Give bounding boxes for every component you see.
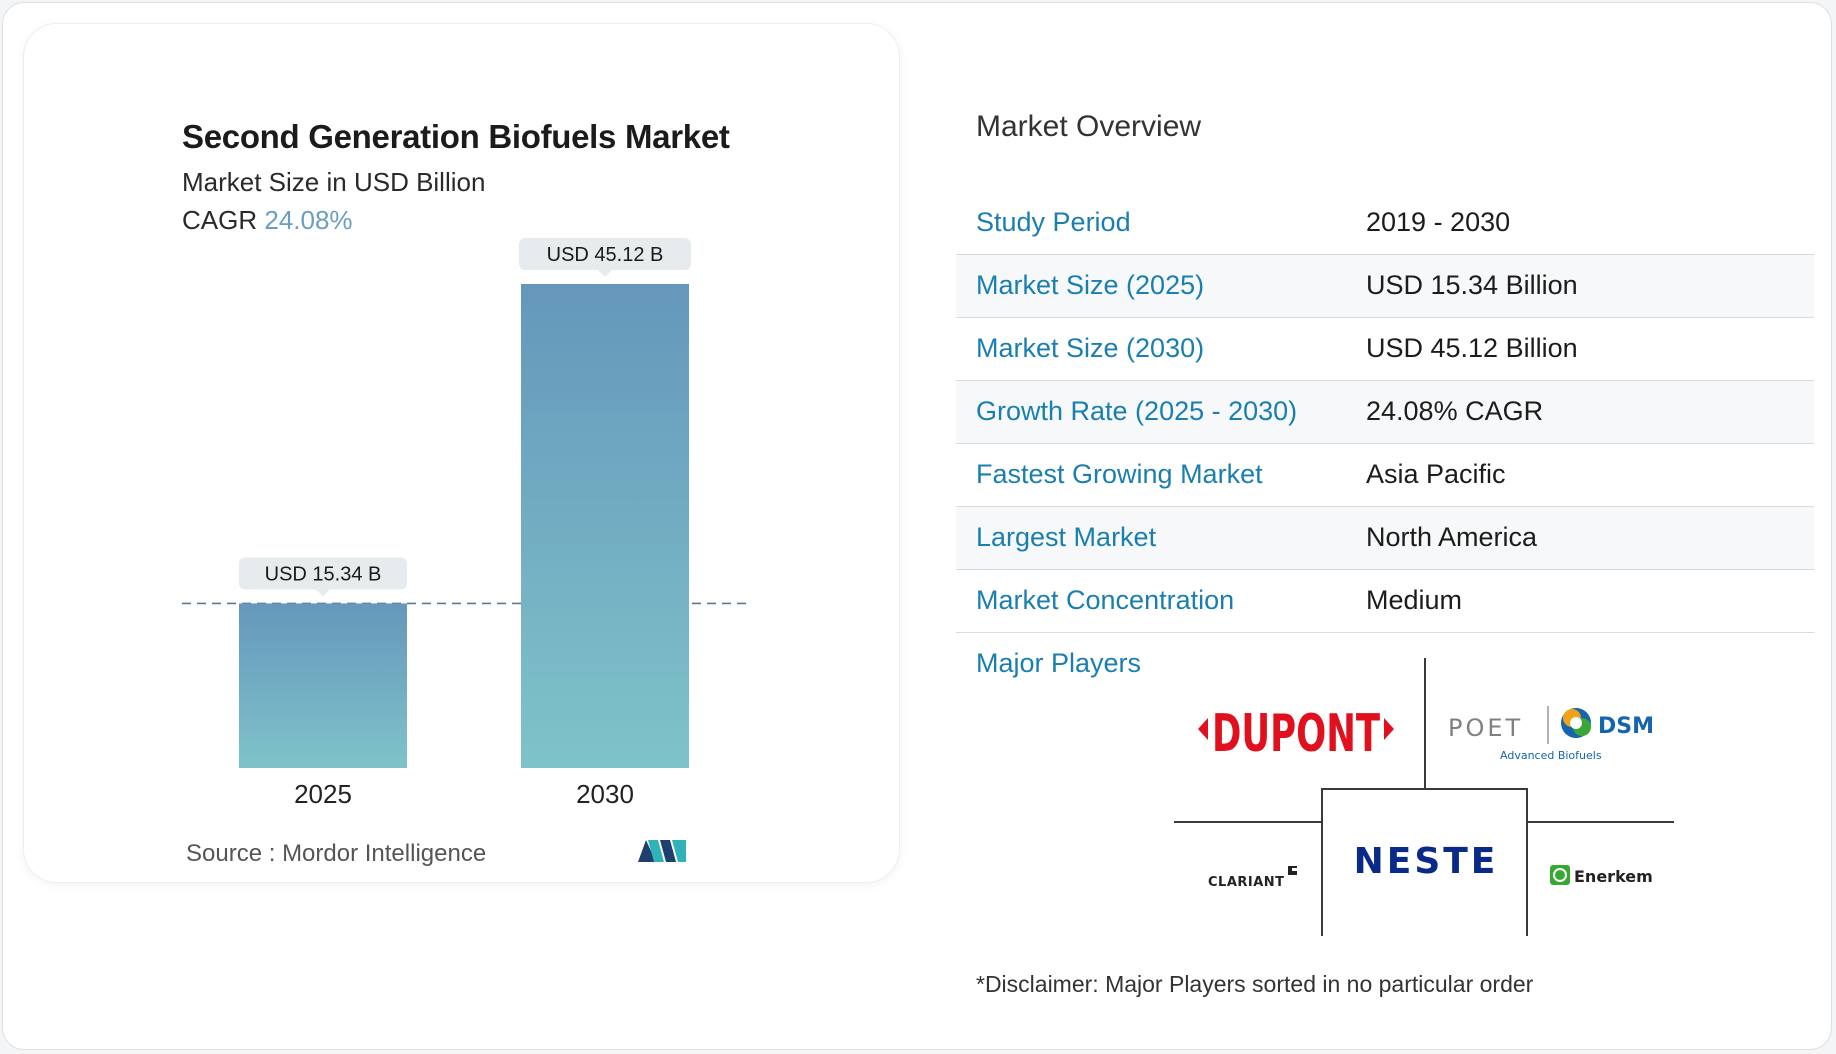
clariant-logo-text: CLARIANT (1208, 875, 1285, 890)
overview-row: Market Size (2025) USD 15.34 Billion (956, 255, 1814, 318)
x-tick-label: 2025 (294, 779, 352, 809)
overview-value: North America (1366, 522, 1538, 552)
overview-row: Largest Market North America (956, 507, 1814, 570)
cagr-line: CAGR 24.08% (182, 205, 353, 236)
overview-value: Asia Pacific (1366, 459, 1506, 489)
logo-divider (1526, 821, 1674, 823)
data-label: USD 15.34 B (265, 563, 382, 585)
overview-row: Market Concentration Medium (956, 570, 1814, 633)
chart-subtitle: Market Size in USD Billion (182, 167, 486, 197)
overview-key: Growth Rate (2025 - 2030) (976, 396, 1298, 426)
enerkem-logo: Enerkem (1550, 865, 1653, 886)
overview-row: Study Period 2019 - 2030 (956, 192, 1814, 255)
data-label-bubble (519, 238, 691, 270)
overview-key: Market Concentration (976, 585, 1235, 615)
logo-divider (1174, 821, 1322, 823)
overview-value: USD 15.34 Billion (1366, 270, 1578, 300)
overview-table: Study Period 2019 - 2030 Market Size (20… (956, 192, 1814, 633)
chart-title: Second Generation Biofuels Market (182, 118, 730, 155)
clariant-logo: CLARIANT (1208, 866, 1297, 890)
overview-value: Medium (1366, 585, 1463, 615)
data-label-pointer (598, 270, 612, 277)
overview-key: Fastest Growing Market (976, 459, 1263, 489)
major-players-label: Major Players (976, 648, 1142, 678)
chart-card (23, 23, 900, 883)
cagr-value: 24.08% (264, 205, 353, 235)
overview-key: Market Size (2025) (976, 270, 1205, 300)
source-label: Source : (186, 840, 276, 867)
overview-value: 24.08% CAGR (1366, 396, 1544, 426)
overview-row: Growth Rate (2025 - 2030) 24.08% CAGR (956, 381, 1814, 444)
enerkem-logo-text: Enerkem (1574, 867, 1653, 886)
overview-value: USD 45.12 Billion (1366, 333, 1578, 363)
bar (239, 603, 407, 768)
overview-row: Market Size (2030) USD 45.12 Billion (956, 318, 1814, 381)
source-value: Mordor Intelligence (282, 840, 487, 867)
dsm-logo-text: DSM (1598, 714, 1654, 739)
overview-value: 2019 - 2030 (1366, 207, 1511, 237)
overview-key: Study Period (976, 207, 1131, 237)
logo-divider (1322, 788, 1528, 790)
overview-row: Fastest Growing Market Asia Pacific (956, 444, 1814, 507)
disclaimer: *Disclaimer: Major Players sorted in no … (976, 971, 1534, 997)
neste-logo-text: NESTE (1354, 841, 1499, 882)
poet-dsm-logo: POET DSM Advanced Biofuels (1448, 700, 1658, 764)
logo-divider (1424, 658, 1426, 788)
data-label: USD 45.12 B (547, 244, 664, 266)
poet-logo-text: POET (1448, 714, 1523, 742)
poet-dsm-subtitle: Advanced Biofuels (1500, 749, 1602, 762)
bar-chart: USD 15.34 B 2025 USD 45.12 B 2030 (182, 238, 752, 809)
data-label-bubble (239, 557, 407, 590)
data-label-pointer (316, 589, 330, 597)
neste-logo: NESTE (1354, 841, 1499, 882)
cagr-label: CAGR (182, 205, 258, 235)
logo-divider (1321, 788, 1323, 936)
logo-divider (1526, 788, 1528, 936)
mordor-logo-icon (638, 840, 686, 862)
overview-title: Market Overview (976, 110, 1202, 143)
dupont-logo-text: DUPONT (1212, 704, 1380, 764)
x-tick-label: 2030 (576, 779, 634, 809)
bar (521, 284, 689, 768)
overview-key: Market Size (2030) (976, 333, 1205, 363)
overview-key: Largest Market (976, 522, 1157, 552)
source-line: Source : Mordor Intelligence (186, 840, 486, 868)
dupont-logo: DUPONT (1198, 704, 1394, 764)
